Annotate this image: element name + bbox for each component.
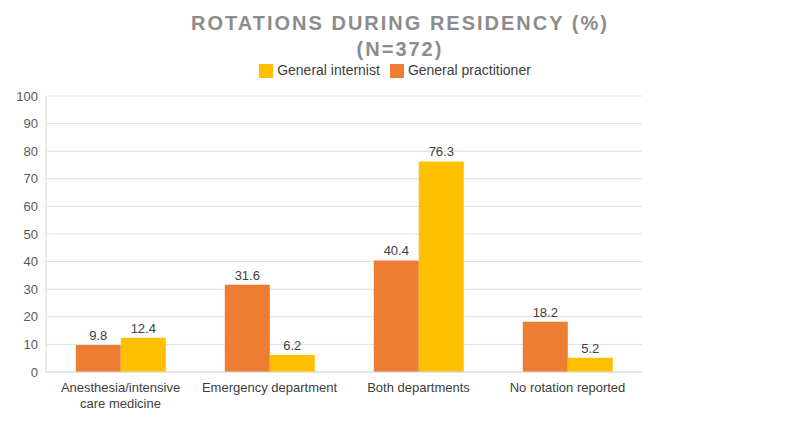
svg-text:10: 10 [24,337,38,352]
svg-text:40.4: 40.4 [384,243,409,258]
html-text:(N=372): (N=372) [356,38,444,60]
svg-text:Emergency department: Emergency department [202,380,338,395]
svg-text:31.6: 31.6 [235,268,260,283]
svg-text:6.2: 6.2 [283,338,301,353]
svg-text:50: 50 [24,227,38,242]
svg-text:76.3: 76.3 [429,144,454,159]
svg-text:60: 60 [24,199,38,214]
svg-text:20: 20 [24,309,38,324]
svg-text:18.2: 18.2 [533,305,558,320]
html-text:General internist: General internist [277,62,380,78]
svg-text:90: 90 [24,116,38,131]
svg-text:40: 40 [24,254,38,269]
svg-text:Anesthesia/intensivecare medic: Anesthesia/intensivecare medicine [61,380,180,411]
svg-text:5.2: 5.2 [581,341,599,356]
svg-text:9.8: 9.8 [89,328,107,343]
svg-text:0: 0 [31,365,38,380]
svg-text:Both departments: Both departments [367,380,470,395]
svg-text:100: 100 [16,89,38,104]
html-text:General practitioner: General practitioner [407,62,531,78]
svg-text:70: 70 [24,171,38,186]
svg-text:30: 30 [24,282,38,297]
html-text:ROTATIONS DURING RESIDENCY (%): ROTATIONS DURING RESIDENCY (%) [191,12,609,34]
svg-text:80: 80 [24,144,38,159]
svg-text:12.4: 12.4 [131,321,156,336]
svg-text:No rotation reported: No rotation reported [510,380,626,395]
